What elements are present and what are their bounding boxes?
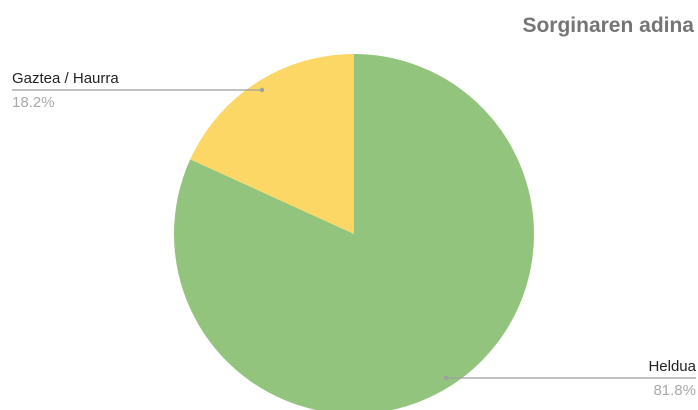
slice-percent-heldua: 81.8% [653, 382, 696, 399]
pie-slice-heldua [174, 54, 534, 410]
leader-dot-gaztea [259, 87, 265, 93]
slice-label-group-gaztea: Gaztea / Haurra 18.2% [12, 70, 265, 111]
leader-dot-heldua [443, 375, 449, 381]
pie-slice-gaztea-haurra [190, 54, 354, 234]
slice-label-gaztea: Gaztea / Haurra [12, 70, 119, 87]
slice-label-group-heldua: Heldua 81.8% [443, 358, 697, 399]
chart-title: Sorginaren adina [522, 14, 694, 37]
pie-slices [174, 54, 534, 410]
slice-label-heldua: Heldua [648, 358, 696, 375]
slice-percent-gaztea: 18.2% [12, 94, 55, 111]
